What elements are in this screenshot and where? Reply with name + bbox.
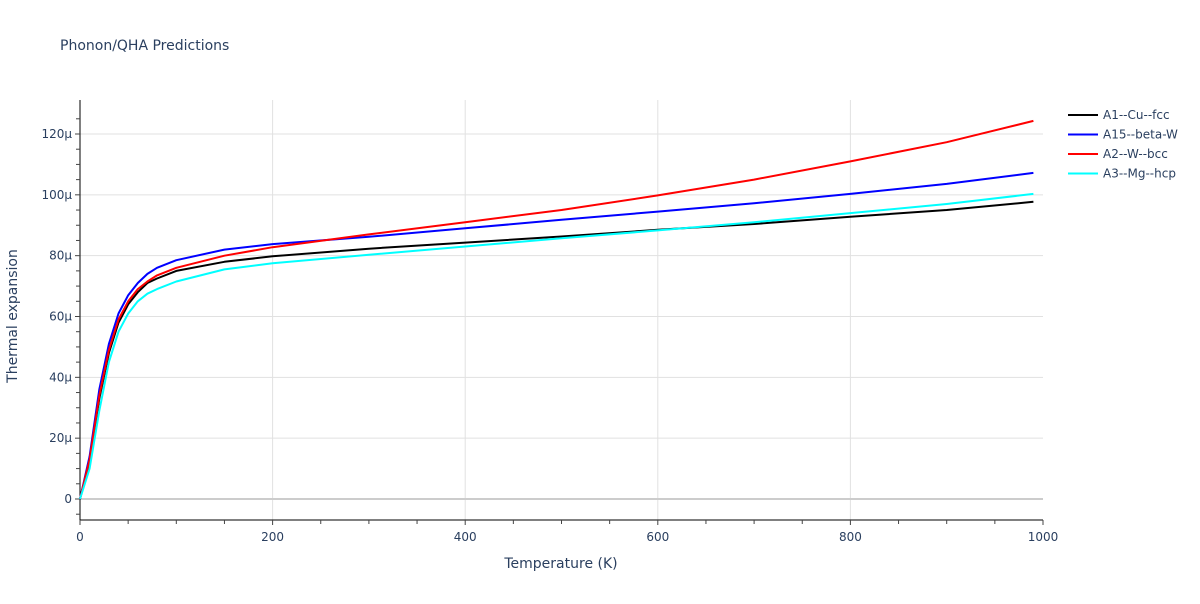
legend-item[interactable]: A2--W--bcc bbox=[1068, 147, 1168, 161]
y-tick-label: 40μ bbox=[49, 370, 72, 384]
legend[interactable]: A1--Cu--fcc A15--beta-W A2--W--bcc A3--Mg--… bbox=[1068, 108, 1178, 181]
x-tick-label: 0 bbox=[76, 530, 84, 544]
y-tick-label: 100μ bbox=[41, 188, 72, 202]
x-tick-label: 600 bbox=[646, 530, 669, 544]
x-tick-label: 1000 bbox=[1028, 530, 1059, 544]
axes: 0 200 400 600 800 1000 0 20μ 40μ 60μ 80μ 100μ 120μ bbox=[41, 100, 1058, 544]
series-line-A3--Mg--hcp bbox=[79, 192, 1034, 500]
y-axis-label: Thermal expansion bbox=[5, 249, 21, 384]
y-tick-label: 80μ bbox=[49, 249, 72, 263]
legend-item[interactable]: A15--beta-W bbox=[1068, 128, 1178, 142]
series-line-A1--Cu--fcc bbox=[79, 200, 1034, 500]
legend-item[interactable]: A1--Cu--fcc bbox=[1068, 108, 1170, 122]
series-line-A15--beta-W bbox=[79, 171, 1034, 500]
legend-label: A2--W--bcc bbox=[1103, 147, 1168, 161]
series-lines bbox=[79, 119, 1034, 500]
x-tick-label: 800 bbox=[839, 530, 862, 544]
legend-label: A3--Mg--hcp bbox=[1103, 167, 1176, 181]
series-line-A2--W--bcc bbox=[79, 119, 1034, 500]
y-tick-label: 120μ bbox=[41, 127, 72, 141]
grid bbox=[80, 100, 1043, 520]
legend-item[interactable]: A3--Mg--hcp bbox=[1068, 167, 1176, 181]
chart-title: Phonon/QHA Predictions bbox=[60, 38, 229, 54]
x-axis-label: Temperature (K) bbox=[503, 556, 617, 572]
x-tick-label: 200 bbox=[261, 530, 284, 544]
y-tick-label: 0 bbox=[64, 492, 72, 506]
legend-label: A15--beta-W bbox=[1103, 128, 1178, 142]
y-tick-label: 20μ bbox=[49, 431, 72, 445]
x-tick-label: 400 bbox=[454, 530, 477, 544]
legend-label: A1--Cu--fcc bbox=[1103, 108, 1170, 122]
y-tick-label: 60μ bbox=[49, 310, 72, 324]
